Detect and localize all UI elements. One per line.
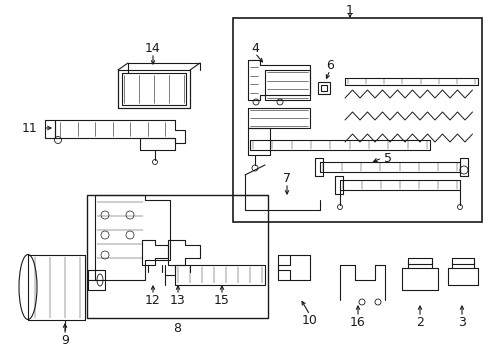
Text: 8: 8 — [173, 321, 181, 334]
Text: 10: 10 — [302, 314, 317, 327]
Text: 15: 15 — [214, 293, 229, 306]
Text: 5: 5 — [383, 152, 391, 165]
Text: 1: 1 — [346, 4, 353, 17]
Text: 14: 14 — [145, 41, 161, 54]
Text: 11: 11 — [22, 122, 38, 135]
Text: 9: 9 — [61, 333, 69, 346]
Text: 6: 6 — [325, 59, 333, 72]
Text: 16: 16 — [349, 315, 365, 328]
Text: 12: 12 — [145, 293, 161, 306]
Bar — [317, 82, 329, 94]
Text: 13: 13 — [170, 293, 185, 306]
Bar — [87, 195, 267, 318]
Bar — [320, 85, 326, 91]
Text: 2: 2 — [415, 315, 423, 328]
Bar — [232, 18, 481, 222]
Text: 3: 3 — [457, 315, 465, 328]
Text: 7: 7 — [283, 171, 290, 185]
Text: 4: 4 — [250, 41, 259, 54]
